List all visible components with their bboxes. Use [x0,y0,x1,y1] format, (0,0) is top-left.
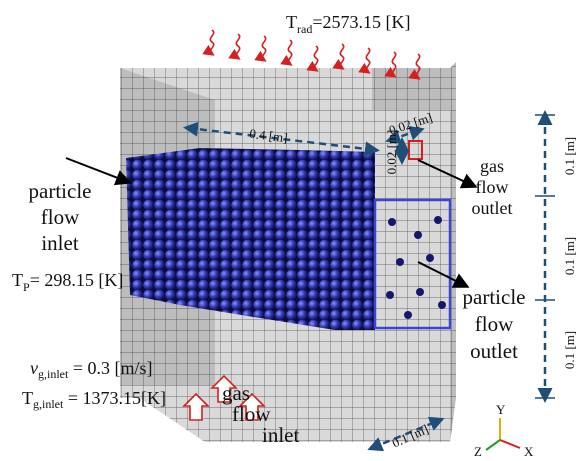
height-label: 0.1 [m] [562,237,577,275]
top-face [372,68,450,110]
particle-flow-outlet-label: particle flow outlet [463,285,526,363]
axis-triad [486,418,520,450]
label-line: particle [463,285,526,309]
radiation-temperature: Trad=2573.15 [K] [286,12,410,36]
particle-flow-inlet-label: particle flow inlet [29,179,92,255]
height-label: 0.1 [m] [562,137,577,175]
label-line: flow [475,312,514,336]
diagram: Trad=2573.15 [K] 0.4 [m] 0.02 [m] 0.02 [… [0,0,586,461]
label-line: flow [476,177,509,197]
axis-label: Y [496,402,506,417]
label-line: flow [41,205,80,229]
label-line: outlet [470,339,518,363]
gas-velocity: vg,inlet = 0.3 [m/s] [30,358,152,381]
axis-label: X [524,444,534,459]
gas-flow-outlet-label: gas flow outlet [472,156,513,218]
label-line: gas [480,156,504,176]
gas-temperature: Tg,inlet = 1373.15[K] [22,388,166,411]
label-line: particle [29,179,92,203]
axis-label: Z [474,444,482,459]
label-line: outlet [472,198,513,218]
particle-temperature: TP= 298.15 [K] [12,270,123,294]
label-line: inlet [41,231,78,255]
outlet-height-label: 0.02 [m] [384,130,399,175]
label-line: inlet [262,423,299,447]
height-label: 0.1 [m] [562,331,577,369]
